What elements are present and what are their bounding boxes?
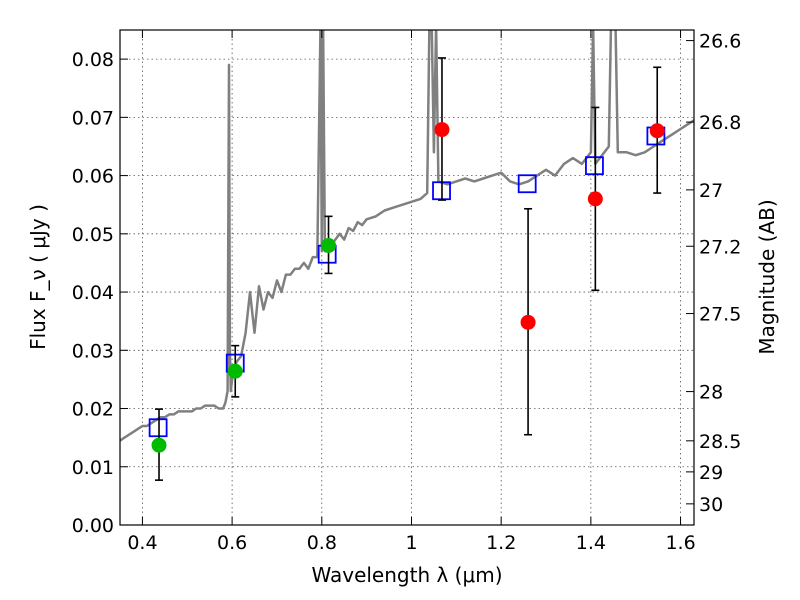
right-tick-label: 26.8 xyxy=(699,112,741,134)
x-tick-label: 1.6 xyxy=(665,532,695,554)
x-axis-label: Wavelength λ (μm) xyxy=(311,563,502,587)
plot-frame xyxy=(119,29,695,526)
x-tick-label: 1.4 xyxy=(576,532,606,554)
x-tick-label: 1.2 xyxy=(486,532,516,554)
right-tick-label: 28 xyxy=(699,382,723,404)
x-tick-label: 0.4 xyxy=(127,532,157,554)
y-axis-label: Flux F_ν ( μJy ) xyxy=(26,204,50,350)
y-tick-label: 0.06 xyxy=(72,166,114,188)
tick-layer: 0.4 0.6 0.8 1 1.2 1.4 1.6 0.00 0.01 0.02 0.03 0.04 0… xyxy=(72,30,741,554)
red-data-point xyxy=(587,191,603,207)
green-data-point xyxy=(227,363,243,379)
y-tick-label: 0.04 xyxy=(72,282,114,304)
x-tick-label: 0.8 xyxy=(307,532,337,554)
model-box-marker xyxy=(585,156,604,176)
red-data-point xyxy=(434,122,450,138)
model-box-marker xyxy=(517,174,537,194)
y-tick-label: 0.03 xyxy=(72,340,114,362)
y-tick-label: 0.00 xyxy=(72,515,114,537)
red-data-point xyxy=(649,123,665,139)
right-tick-label: 28.5 xyxy=(699,431,741,453)
data-layer xyxy=(120,30,694,481)
red-data-point xyxy=(520,314,536,330)
y-tick-label: 0.01 xyxy=(72,457,114,479)
right-tick-label: 27.2 xyxy=(699,236,741,258)
model-box-marker xyxy=(148,418,168,438)
plot-background xyxy=(120,30,694,525)
right-tick-label: 27.5 xyxy=(699,304,741,326)
y-tick-label: 0.05 xyxy=(72,224,114,246)
x-tick-label: 1 xyxy=(405,532,417,554)
green-data-point xyxy=(151,437,167,453)
right-tick-label: 27 xyxy=(699,180,723,202)
green-data-point xyxy=(321,237,337,253)
y-tick-label: 0.02 xyxy=(72,399,114,421)
y-tick-label: 0.07 xyxy=(72,107,114,129)
x-tick-label: 0.6 xyxy=(217,532,247,554)
right-axis-label: Magnitude (AB) xyxy=(755,199,779,354)
y-tick-label: 0.08 xyxy=(72,49,114,71)
right-tick-label: 30 xyxy=(699,494,723,516)
right-tick-label: 29 xyxy=(699,462,723,484)
right-tick-label: 26.6 xyxy=(699,31,741,53)
